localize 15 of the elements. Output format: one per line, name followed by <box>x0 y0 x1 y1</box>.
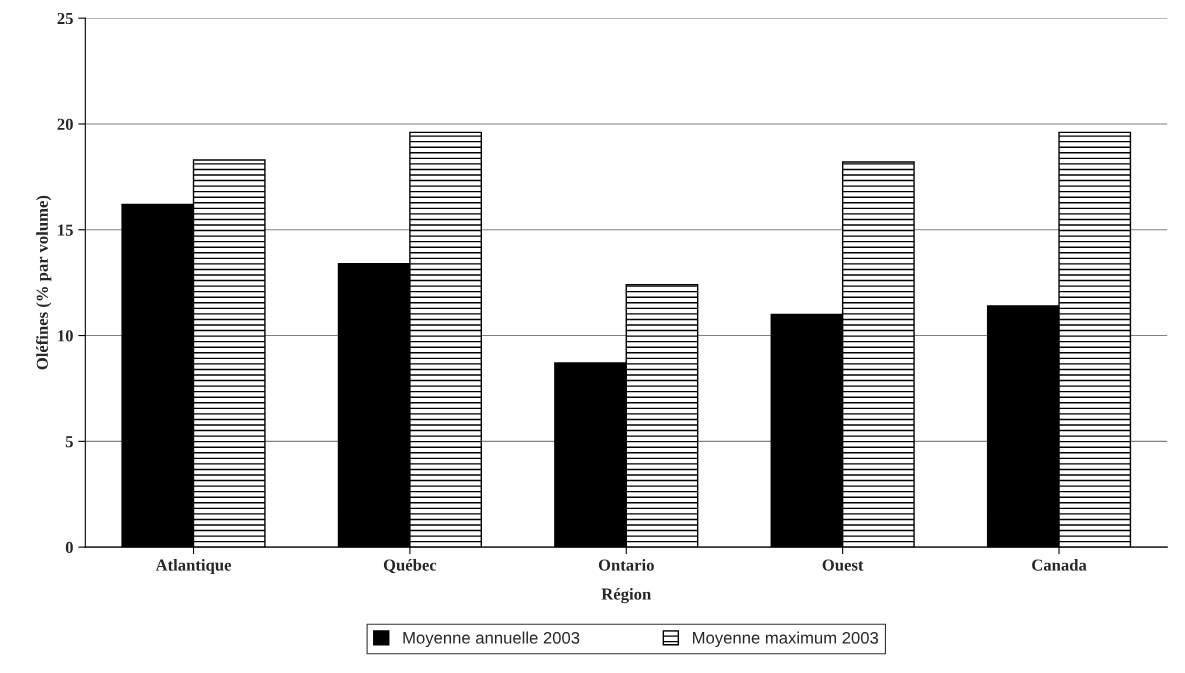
y-tick-label: 5 <box>65 436 73 448</box>
x-axis-title: Région <box>601 587 652 604</box>
legend-label: Moyenne annuelle 2003 <box>403 631 580 648</box>
y-tick-label: 15 <box>58 224 73 236</box>
legend-label: Moyenne maximum 2003 <box>693 631 879 648</box>
x-tick-label: Québec <box>383 558 437 574</box>
y-tick-label: 25 <box>57 12 73 25</box>
x-tick-label: Ontario <box>598 558 654 571</box>
x-tick-label: Canada <box>1032 558 1087 571</box>
y-tick-label: 0 <box>65 541 73 554</box>
x-tick-label: Ouest <box>822 559 864 571</box>
y-axis-title: Oléfines (% par volume) <box>36 195 52 370</box>
y-tick-label: 10 <box>58 330 73 342</box>
x-tick-label: Atlantique <box>155 558 232 575</box>
y-tick-label: 20 <box>57 118 73 130</box>
